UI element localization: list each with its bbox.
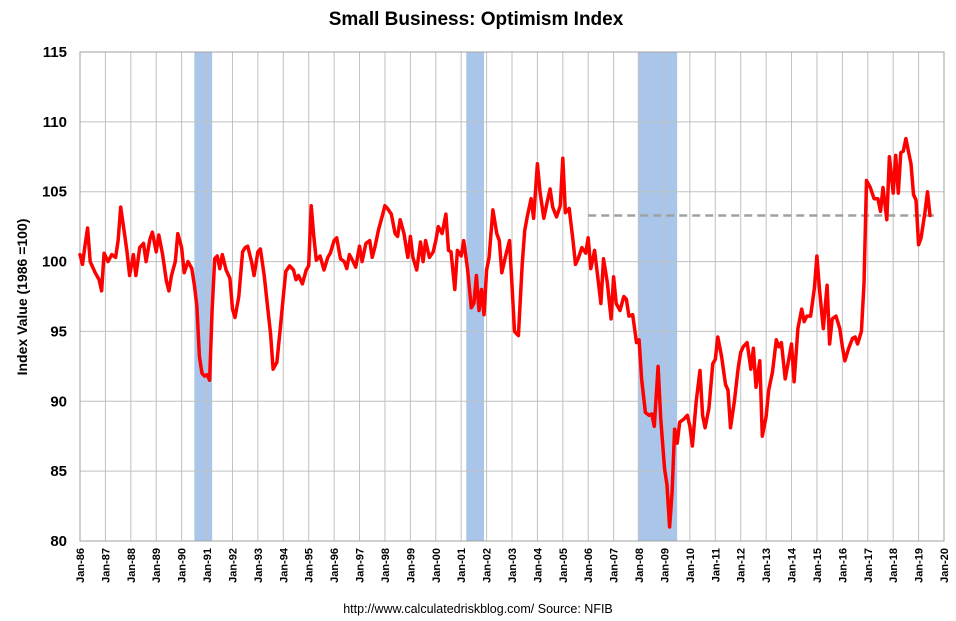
x-tick-label: Jan-03 — [507, 548, 519, 583]
x-tick-label: Jan-92 — [228, 548, 240, 583]
y-axis-ticks: 80 85 90 95 100 105 110 115 — [42, 44, 67, 550]
x-tick-label: Jan-97 — [355, 548, 367, 583]
series-layer — [78, 136, 932, 529]
x-tick-label: Jan-01 — [456, 548, 468, 583]
x-tick-label: Jan-18 — [888, 548, 900, 583]
x-tick-label: Jan-13 — [761, 548, 773, 583]
y-tick-label: 115 — [43, 44, 67, 61]
x-tick-label: Jan-09 — [660, 548, 672, 583]
gridlines — [79, 51, 945, 542]
x-tick-label: Jan-17 — [863, 548, 875, 583]
y-tick-label: 90 — [50, 393, 67, 410]
x-tick-label: Jan-90 — [177, 548, 189, 583]
x-tick-label: Jan-15 — [812, 548, 824, 583]
x-tick-label: Jan-91 — [202, 548, 214, 583]
x-tick-label: Jan-07 — [609, 548, 621, 583]
x-tick-label: Jan-05 — [558, 548, 570, 583]
x-tick-label: Jan-86 — [75, 548, 87, 583]
source-note: http://www.calculatedriskblog.com/ Sourc… — [343, 602, 613, 616]
x-tick-label: Jan-19 — [914, 548, 926, 583]
x-tick-label: Jan-06 — [583, 548, 595, 583]
y-tick-label: 110 — [43, 114, 67, 131]
recession-band-3 — [637, 52, 678, 541]
x-tick-label: Jan-00 — [431, 548, 443, 583]
x-tick-label: Jan-95 — [304, 548, 316, 583]
x-tick-label: Jan-04 — [532, 547, 544, 583]
x-tick-label: Jan-20 — [939, 548, 951, 583]
y-axis-label: Index Value (1986 =100) — [14, 219, 30, 376]
x-tick-label: Jan-12 — [736, 548, 748, 583]
y-tick-label: 85 — [50, 463, 67, 480]
x-tick-label: Jan-96 — [329, 548, 341, 583]
x-tick-label: Jan-10 — [685, 548, 697, 583]
x-tick-label: Jan-99 — [405, 548, 417, 583]
x-tick-label: Jan-87 — [100, 548, 112, 583]
plot-border — [79, 51, 945, 542]
x-tick-label: Jan-16 — [837, 548, 849, 583]
recession-band-1 — [194, 52, 213, 541]
recession-bands — [194, 52, 678, 541]
x-tick-label: Jan-11 — [710, 548, 722, 582]
chart-title: Small Business: Optimism Index — [329, 9, 624, 30]
y-tick-label: 105 — [42, 184, 67, 201]
x-axis-ticks: Jan-86 Jan-87 Jan-88 Jan-89 Jan-90 Jan-91 Jan-… — [75, 547, 951, 583]
y-tick-label: 95 — [50, 323, 67, 340]
x-tick-label: Jan-14 — [787, 547, 799, 583]
x-tick-label: Jan-94 — [278, 547, 290, 583]
x-tick-label: Jan-98 — [380, 548, 392, 583]
x-tick-label: Jan-88 — [126, 548, 138, 583]
x-tick-label: Jan-93 — [253, 548, 265, 583]
y-tick-label: 80 — [50, 533, 67, 550]
x-tick-label: Jan-89 — [151, 548, 163, 583]
y-tick-label: 100 — [42, 254, 67, 271]
x-tick-label: Jan-02 — [482, 548, 494, 583]
series-line-1 — [78, 136, 932, 529]
x-tick-label: Jan-08 — [634, 548, 646, 583]
